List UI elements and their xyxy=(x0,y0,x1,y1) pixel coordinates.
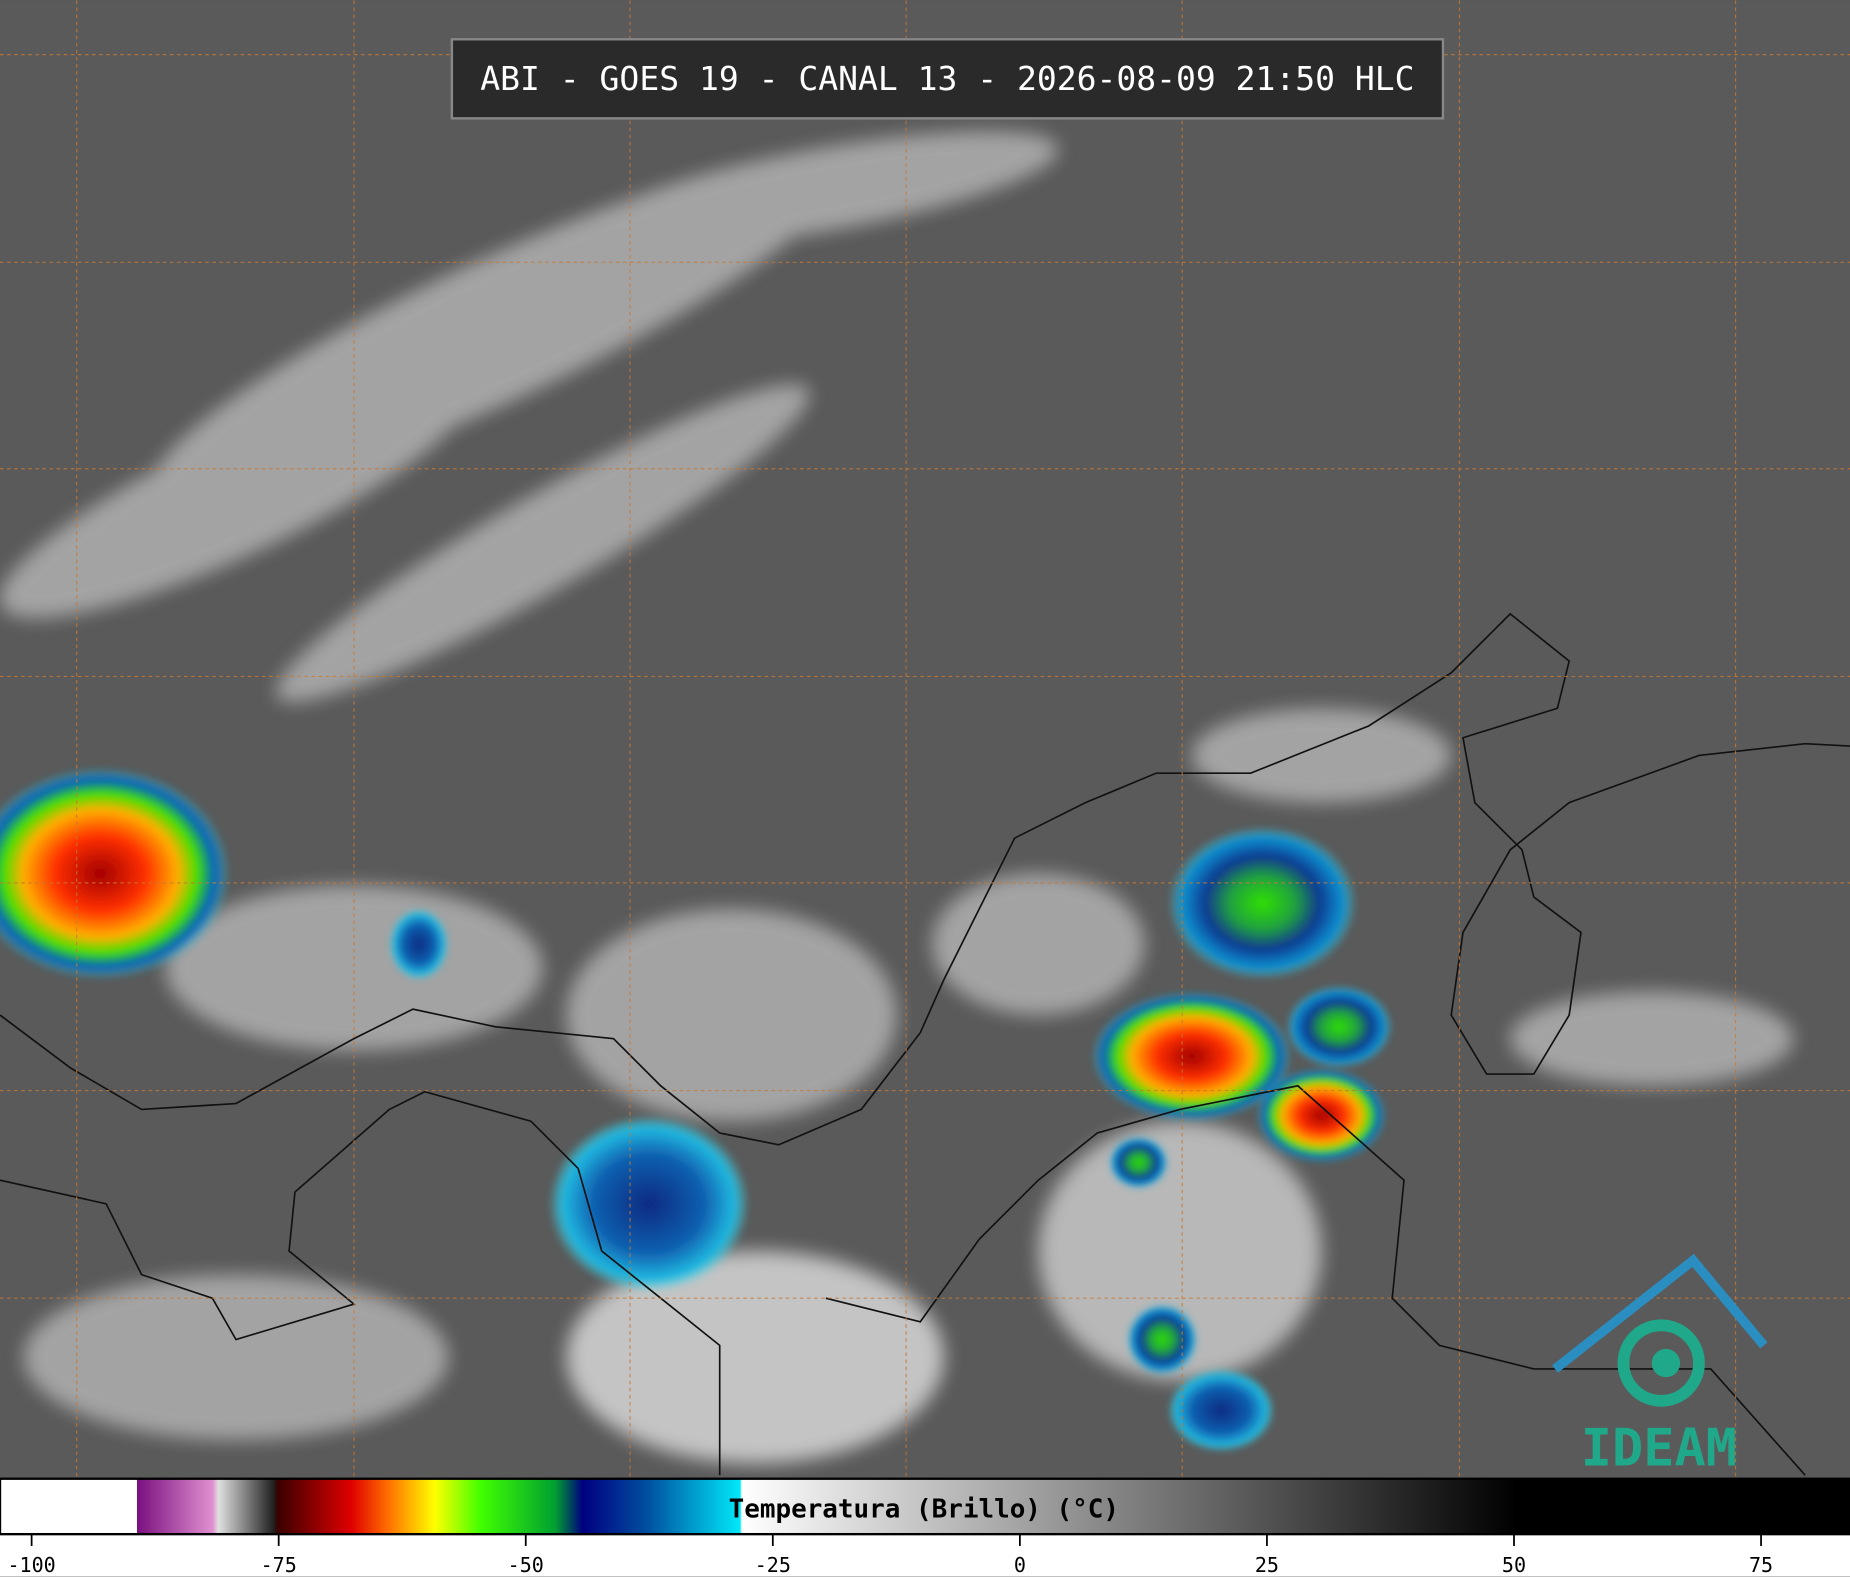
colorbar xyxy=(0,1477,1850,1536)
convective-cells xyxy=(0,767,1393,1452)
tick-label: -100 xyxy=(7,1553,55,1577)
tick-label: 75 xyxy=(1749,1553,1773,1577)
tick-label: 0 xyxy=(1014,1553,1026,1577)
title: ABI - GOES 19 - CANAL 13 - 2026-08-09 21… xyxy=(480,59,1414,98)
tick-label: 50 xyxy=(1502,1553,1526,1577)
tick-label: -25 xyxy=(755,1553,791,1577)
colorbar-label: Temperatura (Brillo) (°C) xyxy=(729,1495,1119,1525)
graticule xyxy=(0,0,1850,1478)
colorbar-ticks: -100 -75 -50 -25 0 25 50 75 xyxy=(7,1534,1773,1577)
logo: IDEAM xyxy=(1552,1253,1768,1479)
tick-label: -75 xyxy=(261,1553,297,1577)
logo-text: IDEAM xyxy=(1581,1419,1737,1479)
cloud-field xyxy=(0,131,1794,1464)
coastlines xyxy=(0,612,1850,1476)
background xyxy=(0,0,1850,1477)
tick-label: 25 xyxy=(1255,1553,1279,1577)
title-box xyxy=(450,38,1445,120)
tick-label: -50 xyxy=(508,1553,544,1577)
